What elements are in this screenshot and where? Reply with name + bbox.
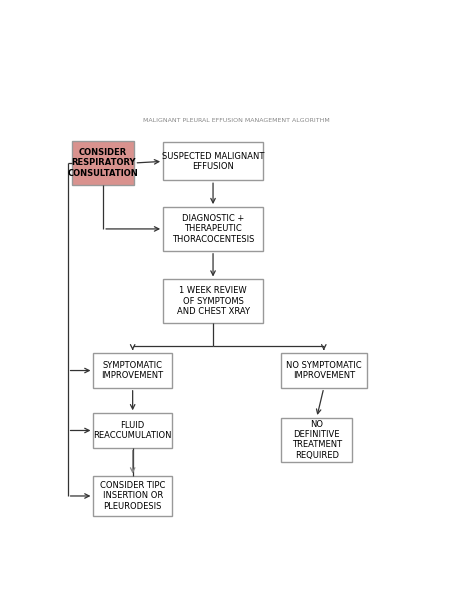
Text: DIAGNOSTIC +
THERAPEUTIC
THORACOCENTESIS: DIAGNOSTIC + THERAPEUTIC THORACOCENTESIS: [172, 214, 254, 244]
Text: FLUID
REACCUMULATION: FLUID REACCUMULATION: [94, 420, 172, 440]
FancyBboxPatch shape: [72, 141, 135, 185]
Text: NO
DEFINITIVE
TREATMENT
REQUIRED: NO DEFINITIVE TREATMENT REQUIRED: [292, 420, 342, 460]
FancyBboxPatch shape: [93, 476, 172, 516]
FancyBboxPatch shape: [163, 279, 263, 323]
Text: SYMPTOMATIC
IMPROVEMENT: SYMPTOMATIC IMPROVEMENT: [101, 361, 164, 380]
FancyBboxPatch shape: [281, 418, 352, 462]
Text: CONSIDER
RESPIRATORY
CONSULTATION: CONSIDER RESPIRATORY CONSULTATION: [68, 148, 139, 178]
FancyBboxPatch shape: [93, 413, 172, 448]
Text: NO SYMPTOMATIC
IMPROVEMENT: NO SYMPTOMATIC IMPROVEMENT: [286, 361, 361, 380]
Text: MALIGNANT PLEURAL EFFUSION MANAGEMENT ALGORITHM: MALIGNANT PLEURAL EFFUSION MANAGEMENT AL…: [143, 118, 330, 123]
Text: CONSIDER TIPC
INSERTION OR
PLEURODESIS: CONSIDER TIPC INSERTION OR PLEURODESIS: [100, 481, 165, 511]
FancyBboxPatch shape: [163, 207, 263, 251]
FancyBboxPatch shape: [281, 353, 366, 388]
FancyBboxPatch shape: [93, 353, 172, 388]
FancyBboxPatch shape: [163, 143, 263, 180]
Text: 1 WEEK REVIEW
OF SYMPTOMS
AND CHEST XRAY: 1 WEEK REVIEW OF SYMPTOMS AND CHEST XRAY: [177, 286, 249, 316]
Text: SUSPECTED MALIGNANT
EFFUSION: SUSPECTED MALIGNANT EFFUSION: [162, 152, 264, 171]
